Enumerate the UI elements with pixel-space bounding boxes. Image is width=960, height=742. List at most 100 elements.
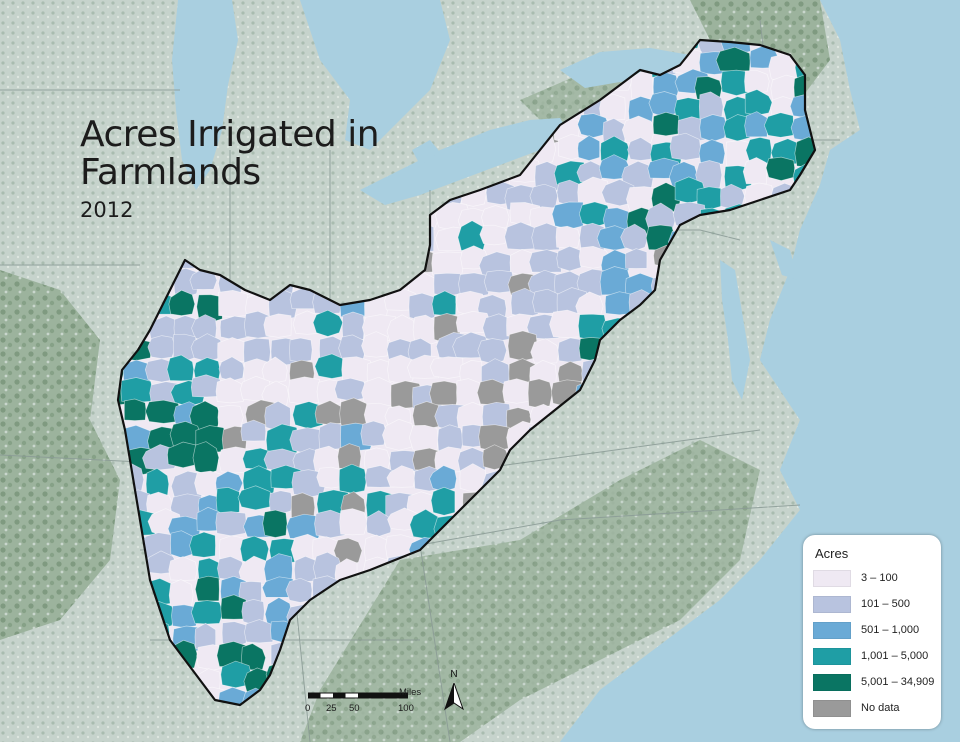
county-polygon [168, 289, 196, 316]
legend-title: Acres [815, 546, 849, 561]
county-polygon [215, 377, 247, 404]
county-polygon [744, 89, 773, 116]
lake-erie [360, 118, 570, 205]
county-polygon [318, 422, 344, 450]
county-polygon [382, 418, 415, 451]
county-polygon [366, 510, 392, 537]
county-polygon [431, 290, 457, 316]
county-polygon [285, 577, 313, 603]
county-polygon [577, 176, 610, 207]
county-polygon [120, 377, 154, 403]
county-polygon [429, 356, 464, 379]
north-arrow-icon [444, 683, 464, 711]
county-polygon [338, 463, 367, 494]
north-arrow: N [443, 669, 465, 713]
legend-item-3-100: 3 – 100 [813, 568, 898, 588]
county-polygon [620, 223, 649, 252]
county-polygon [221, 621, 250, 648]
legend-swatch [813, 595, 851, 613]
county-polygon [551, 201, 584, 230]
legend: Acres 3 – 100 101 – 500 501 – 1,000 1,00… [803, 535, 941, 729]
county-polygon [189, 531, 216, 558]
county-polygon [386, 465, 416, 488]
appalachian-region-boundary [116, 38, 817, 707]
legend-label: 3 – 100 [861, 572, 898, 584]
title-year: 2012 [80, 198, 134, 222]
county-polygon [244, 619, 274, 644]
county-polygon [215, 487, 240, 515]
chesapeake-bay [720, 260, 750, 400]
county-polygon [742, 157, 767, 185]
legend-swatch [813, 647, 851, 665]
county-polygon [123, 398, 147, 421]
legend-item-1001-5000: 1,001 – 5,000 [813, 646, 928, 666]
county-polygon [652, 111, 680, 137]
scale-bar-graphic [308, 692, 408, 699]
county-polygon [407, 354, 440, 379]
county-polygon [360, 420, 388, 447]
county-polygon [765, 156, 796, 181]
county-polygon [314, 353, 347, 379]
county-polygon [286, 513, 323, 540]
county-polygon [477, 338, 507, 365]
legend-label: 1,001 – 5,000 [861, 650, 929, 662]
county-polygon [194, 575, 220, 602]
county-polygon [625, 248, 648, 269]
lake-st-clair [412, 140, 440, 165]
legend-label: 501 – 1,000 [861, 624, 920, 636]
county-polygon [699, 114, 728, 143]
county-polygon [361, 331, 389, 358]
scale-bar: Miles 0 25 50 100 [302, 687, 442, 718]
scale-tick-label: 50 [349, 703, 360, 714]
county-polygon [744, 69, 770, 94]
county-polygon [458, 272, 490, 298]
county-polygon [218, 356, 245, 382]
county-polygon [387, 354, 416, 384]
scale-tick-label: 0 [305, 703, 311, 714]
lake-huron [300, 0, 450, 150]
map-title: Acres Irrigated in Farmlands 2012 [80, 116, 400, 223]
county-polygon [333, 537, 363, 566]
legend-label: 5,001 – 34,909 [861, 676, 935, 688]
county-polygon [429, 380, 459, 406]
county-polygon [527, 378, 553, 409]
forest-region [300, 440, 760, 742]
county-polygon [510, 287, 540, 318]
county-polygon [429, 465, 457, 492]
legend-swatch [813, 621, 851, 639]
lake-michigan [172, 0, 238, 190]
county-polygon [476, 378, 508, 406]
county-polygon [293, 555, 317, 582]
legend-item-no-data: No data [813, 698, 900, 718]
legend-item-501-1000: 501 – 1,000 [813, 620, 919, 640]
county-polygon [698, 139, 726, 166]
county-polygon [599, 93, 626, 121]
county-polygon [549, 309, 584, 338]
forest-region [0, 270, 120, 640]
county-polygon [430, 486, 456, 516]
legend-swatch [813, 673, 851, 691]
county-polygon [479, 224, 509, 246]
county-polygon [481, 205, 510, 230]
county-polygon [577, 135, 601, 161]
county-polygon [197, 557, 221, 584]
north-arrow-label: N [450, 669, 458, 680]
county-polygon [339, 508, 368, 536]
county-polygon [262, 509, 288, 538]
county-polygon [557, 337, 584, 363]
county-polygon [168, 556, 198, 581]
county-polygon [215, 511, 247, 537]
county-polygon [288, 376, 321, 405]
county-polygon [556, 245, 583, 272]
lake-ontario [560, 48, 700, 88]
county-polygon [218, 290, 250, 318]
county-polygon [263, 313, 292, 338]
county-polygon [763, 112, 794, 138]
legend-item-5001-34909: 5,001 – 34,909 [813, 672, 934, 692]
county-polygon [292, 401, 324, 430]
county-polygon [190, 600, 224, 625]
county-polygon [341, 311, 365, 344]
delaware-bay [770, 240, 798, 280]
county-polygon [147, 335, 176, 359]
